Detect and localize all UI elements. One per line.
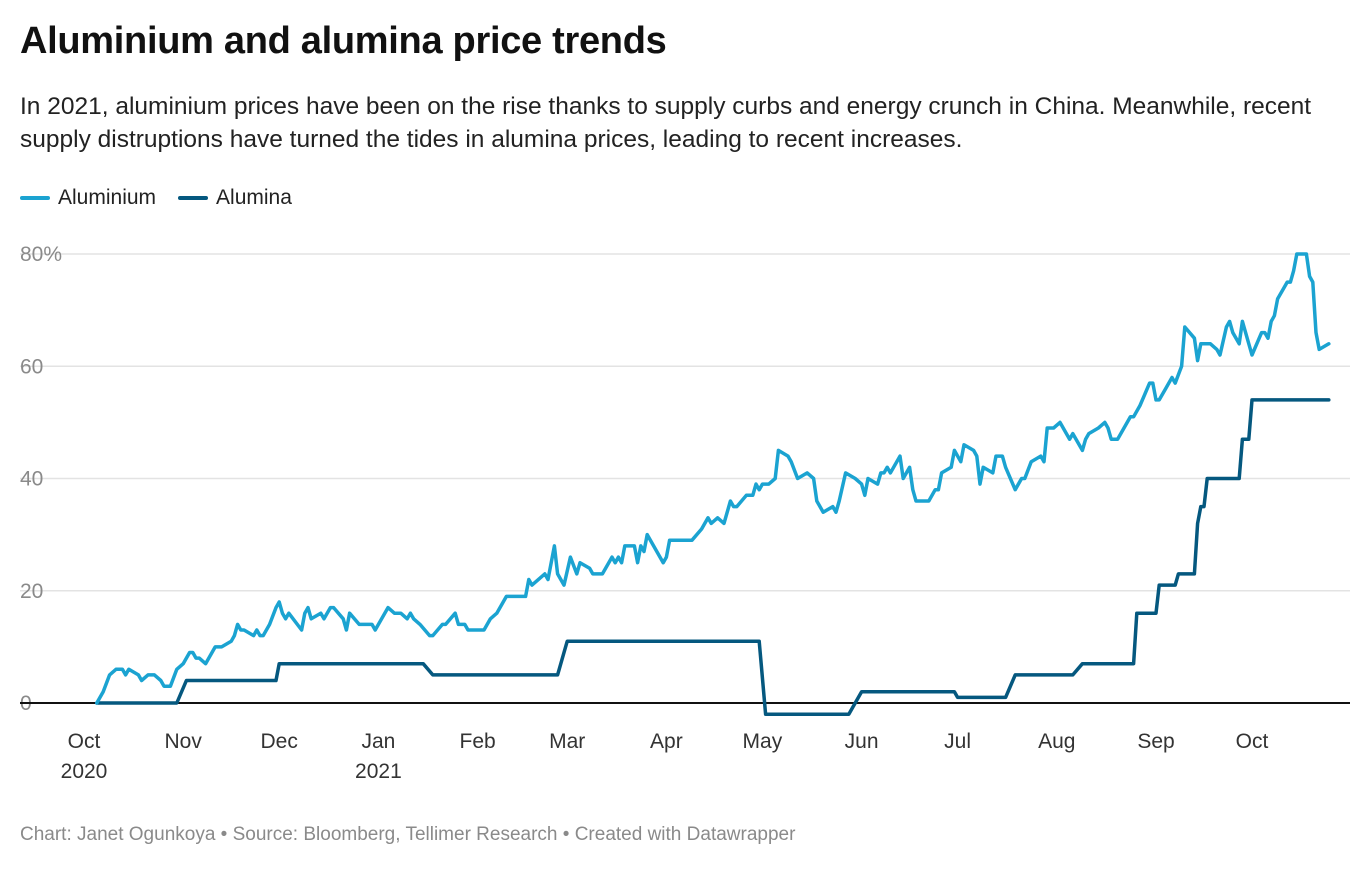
legend-swatch-aluminium [20,196,50,200]
x-tick-label: Jun [845,730,879,753]
x-tick-label: Jul [944,730,971,753]
y-tick-label: 60 [20,355,43,378]
x-tick-label: Oct [1236,730,1269,753]
legend-item-alumina: Alumina [178,186,292,210]
x-tick-label: Jan [361,730,395,753]
legend-swatch-alumina [178,196,209,200]
x-tick-label: Mar [549,730,585,753]
x-tick-label: Apr [650,730,683,753]
x-tick-label: Nov [165,730,203,753]
y-tick-label: 80% [20,243,62,266]
legend: Aluminium Alumina [20,186,292,210]
legend-label-aluminium: Aluminium [58,186,157,209]
x-tick-label: Feb [460,730,496,753]
x-tick-label: Sep [1137,730,1174,753]
legend-item-aluminium: Aluminium [20,186,156,210]
legend-label-alumina: Alumina [216,186,292,209]
y-tick-label: 40 [20,468,43,491]
x-tick-label: Dec [261,730,298,753]
chart-title: Aluminium and alumina price trends [20,20,667,62]
x-tick-label: May [743,730,783,753]
x-tick-label: Aug [1038,730,1075,753]
y-tick-label: 20 [20,580,43,603]
chart-footer: Chart: Janet Ogunkoya • Source: Bloomber… [20,824,796,845]
x-tick-year-label: 2020 [61,760,108,783]
x-tick-year-label: 2021 [355,760,402,783]
x-tick-label: Oct [68,730,101,753]
chart-subtitle: In 2021, aluminium prices have been on t… [20,93,1312,153]
series-line-aluminium [95,252,1331,705]
series-line-alumina [95,398,1331,716]
